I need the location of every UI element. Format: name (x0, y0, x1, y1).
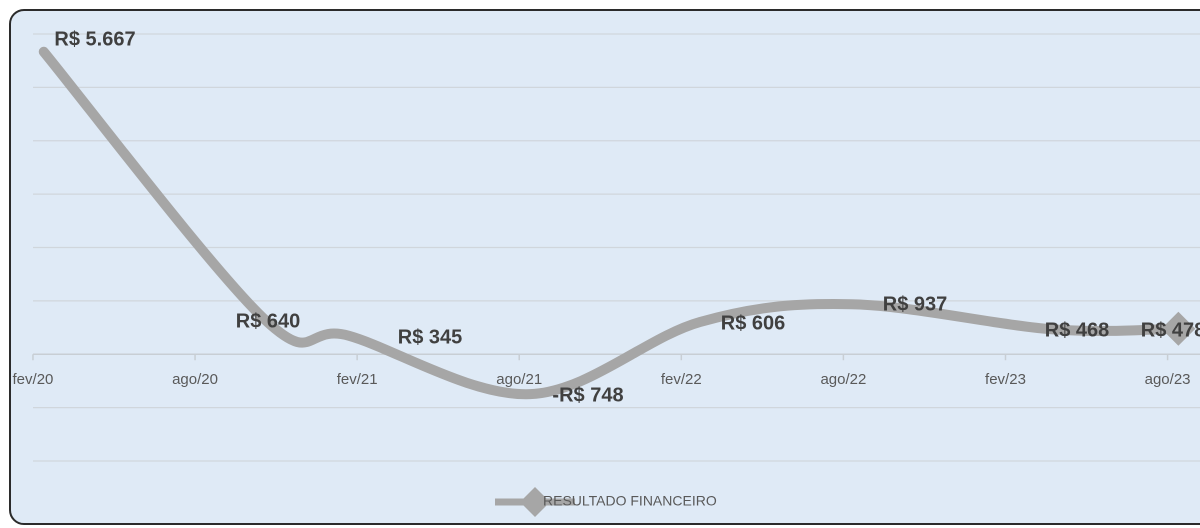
x-tick-label: ago/20 (172, 371, 218, 388)
plot-area: fev/20 ago/20 fev/21 ago/21 fev/22 ago/22 fev/… (13, 28, 1200, 517)
legend-marker (520, 487, 550, 517)
x-tick-label: fev/23 (985, 371, 1026, 388)
data-label: R$ 478 (1141, 319, 1200, 341)
x-tick-label: ago/23 (1145, 371, 1191, 388)
x-tick-label: fev/20 (13, 371, 54, 388)
data-label: R$ 937 (883, 293, 948, 315)
chart-frame (9, 9, 1200, 525)
x-tick-label: ago/21 (496, 371, 542, 388)
x-tick-label: ago/22 (820, 371, 866, 388)
x-tick-label: fev/21 (337, 371, 378, 388)
legend-label: RESULTADO FINANCEIRO (543, 493, 717, 509)
x-tick-label: fev/22 (661, 371, 702, 388)
data-label: R$ 468 (1045, 319, 1110, 341)
series-line (38, 46, 1184, 400)
data-label: R$ 5.667 (54, 28, 135, 50)
data-label: R$ 606 (721, 312, 786, 334)
data-label: -R$ 748 (552, 384, 623, 406)
data-label: R$ 345 (398, 326, 463, 348)
end-marker (1161, 311, 1196, 346)
data-label: R$ 640 (236, 310, 301, 332)
